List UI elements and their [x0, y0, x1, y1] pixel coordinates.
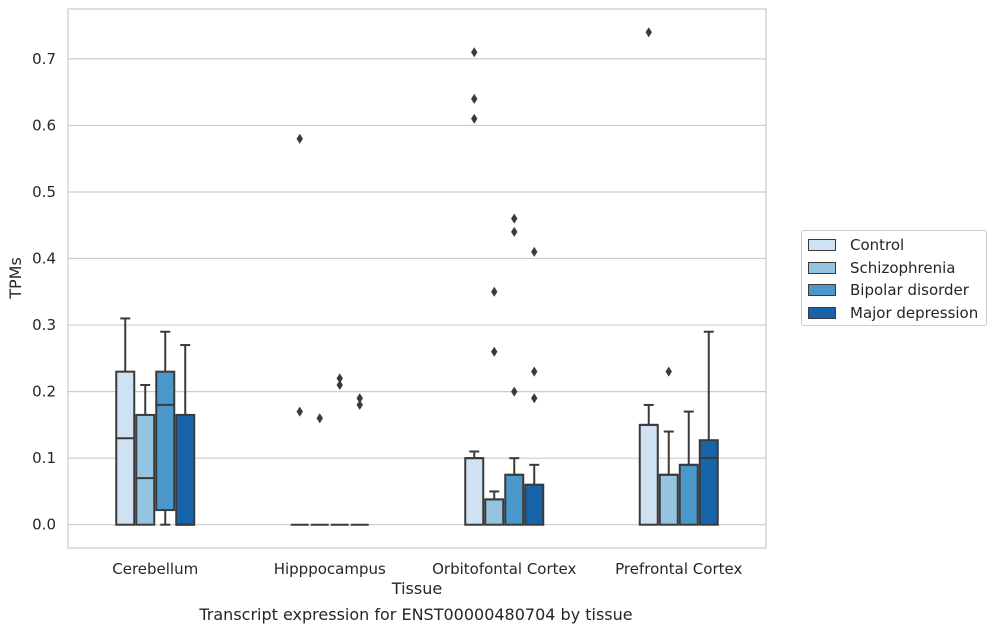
box-body: [504, 473, 525, 526]
y-tick-label: 0.3: [32, 316, 56, 334]
outlier-point: [316, 413, 323, 424]
box-groups: [115, 27, 719, 526]
box-major-depression: [698, 330, 719, 526]
outlier-point: [645, 27, 652, 38]
outlier-point: [511, 213, 518, 224]
legend-label: Schizophrenia: [850, 258, 956, 277]
legend-label: Major depression: [850, 303, 979, 322]
box-body: [464, 457, 485, 526]
legend-label: Bipolar disorder: [850, 281, 969, 299]
box-body: [115, 370, 136, 526]
outlier-point: [511, 386, 518, 397]
y-axis-label: TPMs: [6, 257, 25, 300]
box-schizophrenia: [484, 286, 505, 526]
legend-swatch: [808, 306, 836, 319]
y-tick-label: 0.2: [32, 383, 56, 401]
box-control: [464, 47, 485, 526]
outlier-point: [356, 399, 363, 410]
box-control: [290, 133, 309, 526]
box-body: [135, 413, 156, 526]
outlier-point: [336, 379, 343, 390]
outlier-point: [336, 373, 343, 384]
x-tick-label: Hipppocampus: [274, 560, 386, 578]
y-tick-label: 0.6: [32, 116, 56, 134]
box-schizophrenia: [310, 413, 329, 526]
legend-label: Control: [850, 236, 905, 254]
outlier-point: [531, 246, 538, 257]
outlier-point: [356, 393, 363, 404]
legend: Control Schizophrenia Bipolar disorder Majo…: [801, 230, 987, 326]
outlier-point: [471, 93, 478, 104]
x-tick-labels: Cerebellum Hipppocampus Orbitofontal Corte…: [112, 560, 742, 578]
legend-swatch: [808, 239, 836, 251]
legend-item: Control: [808, 235, 904, 255]
box-schizophrenia: [135, 383, 156, 526]
legend-item: Schizophrenia: [808, 258, 955, 278]
figure-caption: Transcript expression for ENST0000048070…: [199, 605, 633, 624]
box-bipolar-disorder: [155, 330, 176, 526]
box-schizophrenia: [658, 366, 679, 526]
box-control: [638, 27, 659, 526]
legend-item: Bipolar disorder: [808, 280, 969, 300]
box-body: [638, 423, 659, 526]
outlier-point: [296, 406, 303, 417]
box-bipolar-disorder: [330, 373, 349, 526]
legend-swatch: [808, 261, 836, 274]
outlier-point: [471, 113, 478, 124]
box-body: [524, 483, 545, 526]
box-control: [115, 317, 136, 526]
box-body: [678, 463, 699, 526]
box-body: [658, 473, 679, 526]
box-body: [484, 498, 505, 526]
outlier-point: [471, 47, 478, 58]
x-tick-label: Orbitofontal Cortex: [432, 560, 576, 578]
outlier-point: [511, 226, 518, 237]
box-bipolar-disorder: [504, 213, 525, 526]
plot-frame: [67, 8, 767, 549]
box-body: [698, 439, 719, 526]
y-tick-labels: 0.0 0.1 0.2 0.3 0.4 0.5 0.6 0.7: [32, 50, 56, 534]
outlier-point: [531, 366, 538, 377]
y-tick-label: 0.5: [32, 183, 56, 201]
outlier-point: [296, 133, 303, 144]
box-major-depression: [524, 246, 545, 526]
box-major-depression: [175, 344, 196, 526]
box-bipolar-disorder: [678, 410, 699, 526]
box-body: [175, 413, 196, 526]
y-tick-label: 0.4: [32, 250, 56, 268]
box-body: [155, 370, 176, 512]
x-tick-label: Prefrontal Cortex: [615, 560, 742, 578]
outlier-point: [491, 346, 498, 357]
box-major-depression: [350, 393, 369, 526]
legend-swatch: [808, 284, 836, 296]
y-tick-label: 0.7: [32, 50, 56, 68]
outlier-point: [491, 286, 498, 297]
outlier-point: [531, 393, 538, 404]
x-tick-label: Cerebellum: [112, 560, 198, 578]
y-tick-label: 0.1: [32, 449, 56, 467]
x-axis-label: Tissue: [391, 579, 442, 598]
legend-item: Major depression: [808, 303, 978, 323]
y-tick-label: 0.0: [32, 516, 56, 534]
outlier-point: [665, 366, 672, 377]
